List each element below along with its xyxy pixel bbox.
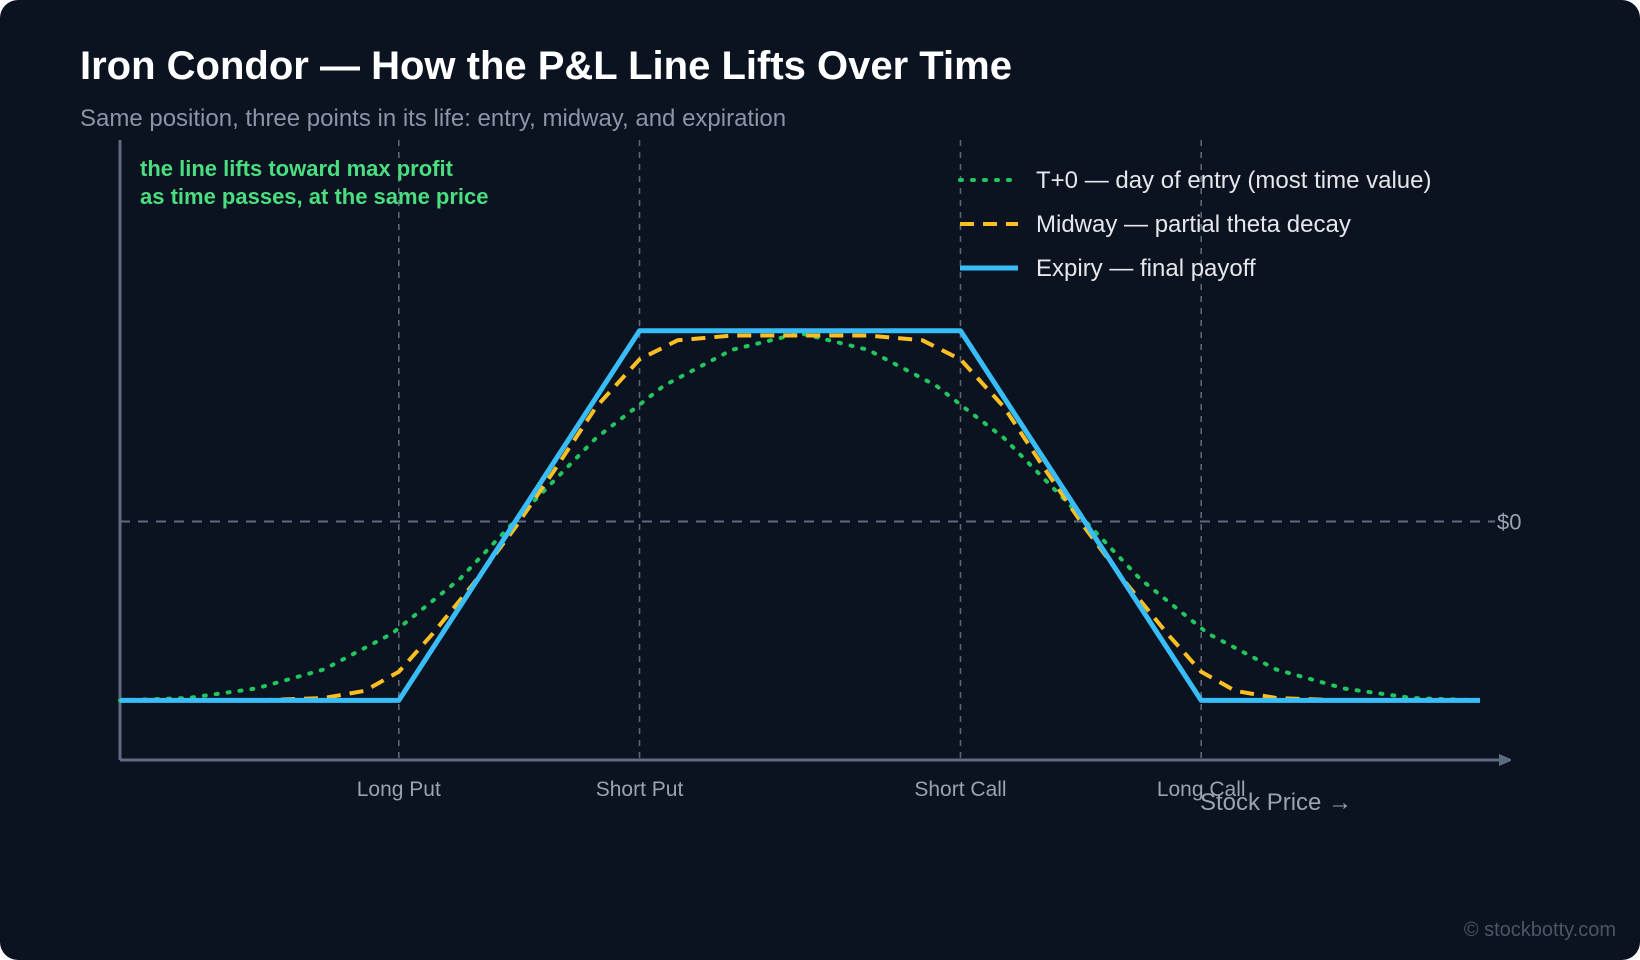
chart-subtitle: Same position, three points in its life:… <box>80 105 787 132</box>
zero-label: $0 <box>1497 510 1521 535</box>
annotation-line: as time passes, at the same price <box>140 184 489 209</box>
axis-labels: Long Put Short Put Short Call Long Call $0 St… <box>357 510 1522 816</box>
chart-title: Iron Condor — How the P&L Line Lifts Ove… <box>80 44 1012 88</box>
series-line-solid <box>120 328 1480 703</box>
legend: T+0 — day of entry (most time value) Midw… <box>958 167 1431 282</box>
strike-tick-label: Short Call <box>914 778 1006 801</box>
series-line-dashed <box>120 333 1480 703</box>
legend-label: Expiry — final payoff <box>1036 255 1256 282</box>
x-axis-label: Stock Price → <box>1200 789 1352 816</box>
strike-gridlines <box>397 140 1202 760</box>
strike-tick-label: Long Call <box>1157 778 1246 801</box>
annotation: the line lifts toward max profit as time … <box>140 156 489 209</box>
annotation-line: the line lifts toward max profit <box>140 156 454 181</box>
legend-label: T+0 — day of entry (most time value) <box>1036 167 1431 194</box>
axes <box>118 140 1502 760</box>
series-lines <box>118 328 1482 703</box>
strike-tick-label: Short Put <box>596 778 684 801</box>
watermark: © stockbotty.com <box>1463 919 1616 941</box>
strike-tick-label: Long Put <box>357 778 441 801</box>
legend-label: Midway — partial theta decay <box>1036 211 1351 238</box>
series-line-dotted <box>118 331 1482 703</box>
